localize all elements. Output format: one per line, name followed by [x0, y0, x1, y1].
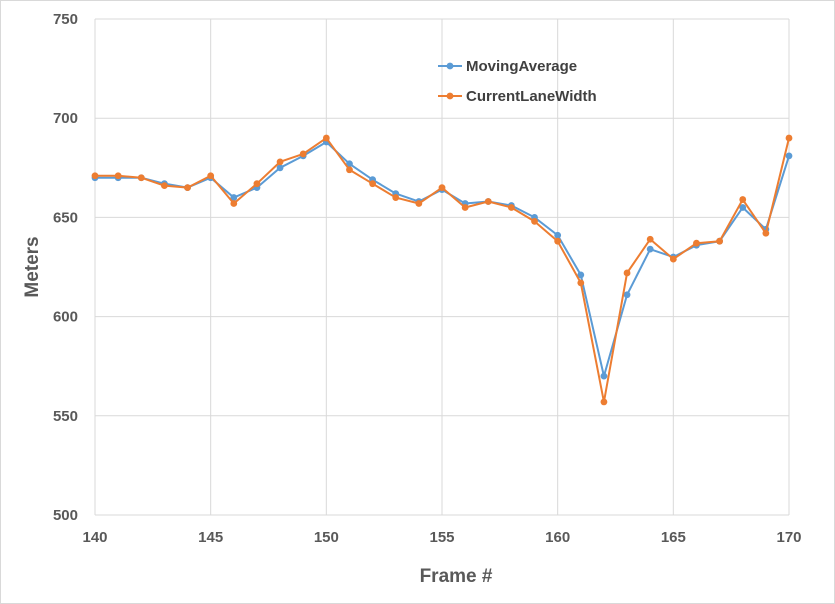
data-point	[600, 398, 608, 406]
gridlines	[94, 18, 790, 516]
legend-item: MovingAverage	[438, 58, 577, 75]
data-point	[184, 184, 191, 192]
series-layer	[91, 134, 793, 406]
y-tick-label: 500	[53, 507, 78, 524]
data-point	[577, 279, 585, 287]
data-point	[346, 166, 353, 174]
data-point	[438, 184, 446, 192]
legend-label: MovingAverage	[466, 58, 577, 75]
data-point	[646, 235, 654, 243]
data-point	[600, 372, 608, 380]
y-tick-label: 750	[53, 11, 78, 28]
y-tick-label: 550	[53, 408, 78, 425]
data-point	[114, 172, 122, 180]
data-point	[623, 269, 631, 277]
x-tick-label: 170	[776, 529, 801, 546]
data-point	[346, 160, 353, 168]
data-point	[207, 172, 215, 180]
legend-item: CurrentLaneWidth	[438, 88, 597, 105]
data-point	[785, 134, 793, 142]
data-point	[230, 194, 238, 201]
data-point	[577, 271, 585, 279]
series-CurrentLaneWidth	[91, 134, 793, 406]
data-point	[230, 200, 238, 207]
data-point	[276, 164, 284, 172]
data-point	[739, 196, 747, 203]
x-tick-label: 165	[661, 529, 686, 546]
legend-label: CurrentLaneWidth	[466, 88, 597, 105]
data-point	[91, 172, 99, 180]
data-point	[392, 194, 400, 201]
data-point	[785, 152, 793, 160]
data-point	[623, 291, 631, 299]
x-tick-label: 155	[429, 529, 454, 546]
data-point	[531, 217, 538, 225]
legend-swatch-marker	[446, 62, 454, 70]
y-axis-title: Meters	[22, 236, 43, 297]
data-point	[762, 229, 770, 237]
data-point	[484, 198, 492, 205]
data-point	[299, 150, 307, 158]
data-point	[461, 204, 469, 211]
x-tick-label: 140	[82, 529, 107, 546]
x-tick-label: 150	[314, 529, 339, 546]
y-tick-label: 700	[53, 110, 78, 127]
data-point	[554, 231, 562, 239]
y-tick-label: 650	[53, 209, 78, 226]
data-point	[716, 237, 723, 245]
data-point	[669, 255, 677, 263]
data-point	[322, 134, 330, 142]
legend: MovingAverage CurrentLaneWidth	[438, 58, 597, 105]
data-point	[276, 158, 284, 166]
data-point	[161, 182, 168, 190]
data-point	[554, 237, 562, 245]
data-point	[415, 200, 423, 207]
data-point	[369, 180, 376, 188]
tick-labels: 500 550 600 650 700 750 140 145 150 155 160 165 170	[53, 11, 802, 546]
data-point	[508, 204, 515, 211]
legend-swatch-marker	[446, 92, 454, 100]
data-point	[739, 204, 747, 211]
data-point	[253, 180, 261, 188]
x-axis-title: Frame #	[420, 566, 493, 587]
data-point	[646, 245, 654, 253]
x-tick-label: 160	[545, 529, 570, 546]
x-tick-label: 145	[198, 529, 223, 546]
y-tick-label: 600	[53, 309, 78, 326]
data-point	[137, 174, 145, 182]
data-point	[693, 239, 700, 247]
